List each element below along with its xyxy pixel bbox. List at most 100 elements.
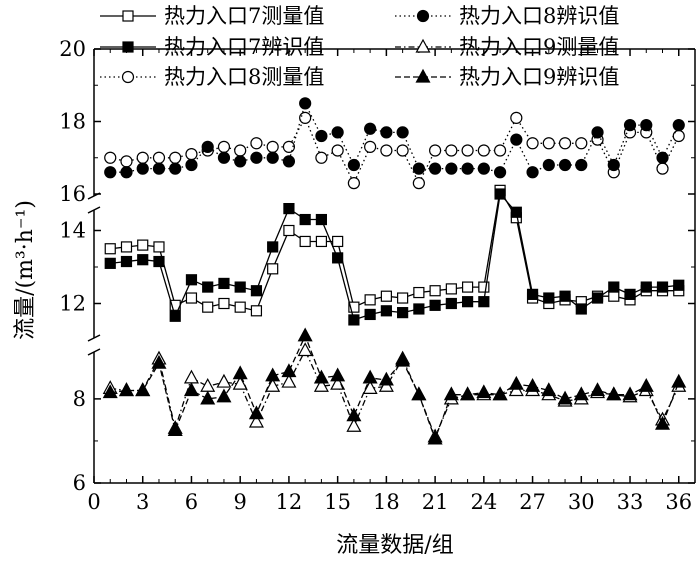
data-point bbox=[397, 307, 409, 319]
data-point bbox=[217, 151, 231, 164]
data-point bbox=[232, 365, 248, 380]
data-point bbox=[120, 255, 133, 268]
data-point bbox=[120, 166, 133, 179]
data-point bbox=[558, 158, 572, 172]
data-point bbox=[477, 162, 490, 175]
data-point bbox=[397, 292, 409, 304]
data-point bbox=[640, 119, 653, 132]
data-point bbox=[477, 144, 490, 157]
data-point bbox=[380, 290, 392, 302]
y-tick-label: 20 bbox=[59, 37, 86, 61]
data-point bbox=[429, 285, 441, 297]
data-point bbox=[250, 285, 263, 297]
legend-entry: 热力入口7辨识值 bbox=[100, 35, 324, 59]
data-point bbox=[136, 162, 149, 175]
data-point bbox=[429, 162, 442, 175]
data-point bbox=[478, 281, 490, 293]
data-point bbox=[673, 279, 685, 291]
data-point bbox=[250, 151, 263, 164]
data-point bbox=[122, 41, 134, 53]
data-point bbox=[364, 140, 377, 153]
data-point bbox=[137, 254, 149, 266]
data-point bbox=[120, 241, 133, 253]
data-point bbox=[542, 158, 555, 172]
data-point bbox=[315, 213, 328, 226]
data-point bbox=[331, 126, 344, 139]
data-point bbox=[315, 235, 328, 248]
data-point bbox=[169, 162, 182, 175]
data-point bbox=[380, 126, 393, 139]
data-point bbox=[151, 354, 167, 369]
legend-label: 热力入口9测量值 bbox=[459, 35, 619, 59]
data-point bbox=[299, 213, 311, 226]
data-point bbox=[608, 290, 620, 302]
data-point bbox=[185, 148, 198, 161]
data-point bbox=[415, 68, 431, 83]
data-point bbox=[248, 405, 264, 420]
data-point bbox=[413, 303, 425, 315]
data-point bbox=[378, 371, 394, 386]
data-point bbox=[671, 373, 687, 388]
data-point bbox=[104, 166, 117, 179]
data-point bbox=[234, 301, 246, 313]
data-point bbox=[267, 241, 279, 253]
data-point bbox=[216, 388, 232, 403]
data-point bbox=[232, 375, 248, 390]
data-point bbox=[282, 140, 296, 153]
series bbox=[104, 111, 685, 190]
data-point bbox=[413, 286, 425, 299]
x-tick-label: 24 bbox=[470, 490, 497, 514]
data-point bbox=[416, 9, 430, 23]
series bbox=[104, 188, 685, 326]
data-point bbox=[575, 137, 588, 150]
data-point bbox=[250, 305, 263, 317]
data-point bbox=[202, 301, 214, 313]
data-point bbox=[622, 386, 638, 401]
data-point bbox=[248, 413, 264, 428]
data-point bbox=[508, 375, 524, 390]
data-point bbox=[266, 140, 279, 153]
data-point bbox=[461, 281, 474, 293]
data-point bbox=[362, 369, 378, 384]
x-axis-title: 流量数据/组 bbox=[336, 533, 453, 558]
data-point bbox=[299, 97, 312, 110]
data-point bbox=[218, 277, 230, 290]
legend-entry: 热力入口8测量值 bbox=[100, 65, 324, 89]
data-point bbox=[297, 342, 313, 357]
legend-label: 热力入口8测量值 bbox=[164, 65, 324, 89]
data-point bbox=[412, 162, 425, 175]
data-point bbox=[218, 297, 230, 310]
data-point bbox=[494, 188, 506, 200]
series-line bbox=[110, 334, 680, 441]
x-tick-label: 36 bbox=[665, 490, 692, 514]
data-point bbox=[541, 382, 557, 397]
data-point bbox=[216, 373, 232, 388]
x-tick-label: 0 bbox=[87, 490, 100, 514]
legend-label: 热力入口7辨识值 bbox=[164, 35, 324, 59]
data-point bbox=[299, 235, 311, 248]
data-point bbox=[185, 274, 198, 286]
data-point bbox=[396, 126, 409, 139]
legend-label: 热力入口7测量值 bbox=[164, 4, 324, 28]
data-point bbox=[591, 292, 604, 304]
x-tick-label: 30 bbox=[568, 490, 595, 514]
x-tick-label: 27 bbox=[519, 490, 546, 514]
data-point bbox=[153, 241, 165, 253]
data-point bbox=[183, 369, 199, 384]
data-point bbox=[510, 111, 523, 124]
data-point bbox=[200, 390, 216, 405]
data-point bbox=[492, 386, 508, 401]
data-point bbox=[104, 151, 117, 164]
data-point bbox=[655, 415, 671, 430]
data-point bbox=[346, 417, 362, 432]
data-point bbox=[313, 378, 329, 392]
data-point bbox=[429, 144, 442, 157]
axis-break-mark bbox=[87, 348, 101, 356]
data-point bbox=[169, 310, 181, 322]
data-point bbox=[429, 299, 441, 311]
data-point bbox=[427, 430, 443, 445]
data-point bbox=[153, 255, 165, 268]
data-point bbox=[380, 305, 392, 317]
legend-entry: 热力入口9辨识值 bbox=[395, 65, 619, 89]
data-point bbox=[122, 10, 134, 22]
